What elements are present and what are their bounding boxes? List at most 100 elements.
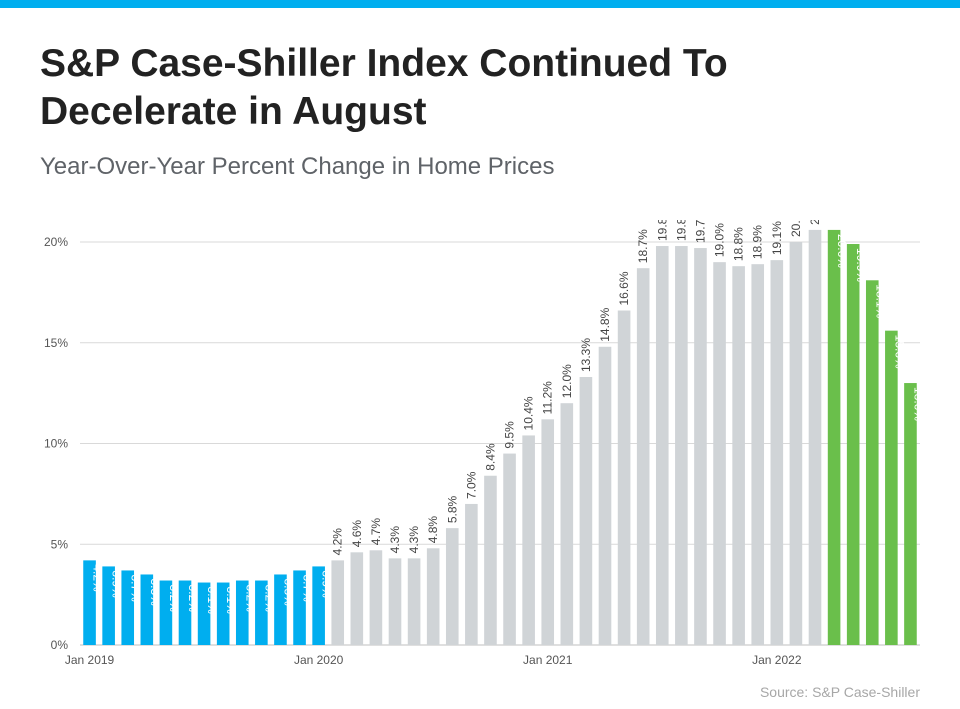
data-label: 3.2%: [262, 585, 276, 613]
y-tick-label: 10%: [44, 437, 68, 451]
page-title: S&P Case-Shiller Index Continued To Dece…: [40, 42, 728, 133]
bar: [426, 548, 440, 645]
data-label: 3.9%: [110, 570, 124, 598]
bar: [617, 310, 631, 645]
data-label: 4.3%: [388, 526, 402, 554]
bar: [465, 503, 478, 645]
y-tick-label: 15%: [44, 336, 68, 350]
bar: [407, 558, 421, 645]
data-label: 19.8%: [674, 220, 688, 241]
bar: [484, 475, 497, 645]
bar: [636, 268, 650, 645]
data-label: 7.0%: [464, 471, 478, 499]
bar: [255, 580, 268, 645]
bar: [293, 570, 306, 645]
data-label: 13.0%: [911, 387, 925, 421]
source-note: Source: S&P Case-Shiller: [759, 684, 920, 700]
data-label: 4.6%: [350, 520, 364, 548]
data-label: 5.8%: [445, 495, 459, 523]
data-labels: 4.2% 3.9% 3.7% 3.5% 3.2% 3.2% 3.1% 3.1% 3.2% 3.2%…: [91, 220, 926, 614]
data-label: 18.8%: [732, 227, 746, 261]
bar: [865, 280, 879, 645]
y-tick-label: 20%: [44, 235, 68, 249]
data-label: 4.3%: [407, 526, 421, 554]
bar: [121, 570, 135, 645]
bar: [331, 560, 345, 645]
bar: [216, 582, 230, 645]
data-label: 14.8%: [598, 307, 612, 341]
bar: [808, 229, 822, 645]
top-accent-bar: [0, 0, 960, 8]
bar: [445, 528, 459, 645]
x-tick-label: Jan 2022: [752, 653, 802, 667]
data-label: 4.7%: [369, 518, 383, 546]
data-label: 3.1%: [205, 587, 219, 615]
data-label: 20.6%: [835, 234, 849, 268]
bar: [732, 266, 745, 645]
data-label: 3.7%: [301, 574, 315, 602]
bar: [274, 574, 287, 645]
bar: [770, 260, 784, 645]
data-label: 19.8%: [655, 220, 669, 241]
bar: [83, 560, 96, 645]
page-subtitle: Year-Over-Year Percent Change in Home Pr…: [40, 153, 555, 180]
bar: [579, 377, 593, 645]
data-label: 19.1%: [770, 221, 784, 255]
data-label: 9.5%: [503, 421, 517, 449]
data-label: 3.2%: [186, 585, 200, 613]
bar: [350, 552, 364, 645]
x-tick-label: Jan 2020: [294, 653, 344, 667]
data-label: 16.6%: [617, 271, 631, 305]
data-label: 20.0%: [789, 220, 803, 237]
data-label: 4.2%: [91, 564, 105, 592]
data-label: 3.5%: [281, 578, 295, 606]
bar: [197, 582, 211, 645]
bar: [541, 419, 555, 645]
bar: [675, 246, 688, 645]
bar: [751, 264, 765, 645]
bar: [827, 229, 841, 645]
bar: [789, 242, 803, 645]
data-label: 13.3%: [579, 338, 593, 372]
data-label: 18.1%: [873, 284, 887, 318]
bar: [388, 558, 402, 645]
data-label: 4.8%: [426, 516, 440, 544]
y-axis-ticks: 0% 5% 10% 15% 20%: [44, 235, 68, 652]
data-label: 8.4%: [483, 443, 497, 471]
data-label: 19.0%: [713, 223, 727, 257]
x-tick-label: Jan 2021: [523, 653, 573, 667]
data-label: 20.6%: [808, 220, 822, 225]
bar: [235, 580, 249, 645]
bar: [560, 403, 574, 645]
data-label: 3.7%: [129, 574, 143, 602]
bar: [102, 566, 115, 645]
data-label: 11.2%: [541, 381, 555, 414]
x-tick-label: Jan 2019: [65, 653, 115, 667]
data-label: 18.7%: [636, 229, 650, 263]
data-label: 10.4%: [522, 396, 536, 430]
bar: [522, 435, 535, 645]
bar-chart: 0% 5% 10% 15% 20% 4.2% 3.9% 3.7% 3.5% 3.2% 3.2% 3.…: [44, 220, 926, 667]
data-label: 15.6%: [892, 335, 906, 369]
bar: [598, 346, 612, 645]
data-label: 3.2%: [167, 585, 181, 613]
bar: [846, 244, 860, 645]
bar: [312, 566, 325, 645]
bar: [655, 246, 669, 645]
y-tick-label: 0%: [51, 638, 69, 652]
bar: [694, 248, 707, 646]
bar: [885, 330, 898, 645]
bar: [713, 262, 726, 645]
bar: [904, 383, 917, 645]
data-label: 3.2%: [243, 585, 257, 613]
x-axis-ticks: Jan 2019 Jan 2020 Jan 2021 Jan 2022: [65, 653, 802, 667]
bar: [140, 574, 154, 645]
bar: [159, 580, 173, 645]
data-label: 19.7%: [693, 220, 707, 243]
bar: [369, 550, 383, 645]
y-tick-label: 5%: [51, 537, 69, 551]
data-label: 18.9%: [751, 225, 765, 259]
data-label: 12.0%: [560, 364, 574, 398]
data-label: 3.1%: [224, 587, 238, 615]
data-label: 3.9%: [320, 570, 334, 598]
